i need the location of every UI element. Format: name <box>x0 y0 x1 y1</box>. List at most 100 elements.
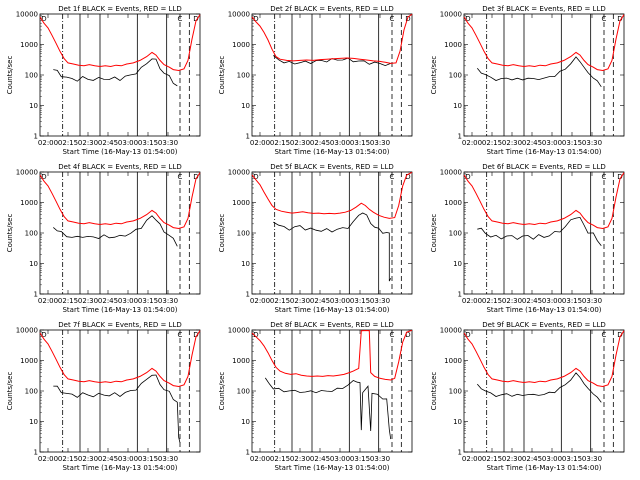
x-tick-label: 03:00 <box>118 139 138 147</box>
x-tick-label: 02:15 <box>58 139 78 147</box>
y-axis-label: Counts/sec <box>218 56 226 95</box>
x-tick-label: 03:30 <box>582 455 602 463</box>
corner-marker: C <box>178 173 183 181</box>
events-series-line <box>53 215 178 247</box>
x-tick-label: 02:15 <box>270 139 290 147</box>
x-tick-label: 03:30 <box>370 139 390 147</box>
corner-marker: D <box>465 331 470 339</box>
x-tick-label: 03:30 <box>582 297 602 305</box>
events-series-line <box>273 212 392 282</box>
chart-panel-2: Det 2f BLACK = Events, RED = LLD 1 10 100 10… <box>218 5 413 156</box>
chart-title: Det 1f BLACK = Events, RED = LLD <box>58 5 181 13</box>
x-axis-label: Start Time (16-May-13 01:54:00) <box>62 306 177 314</box>
y-tick-label: 1 <box>458 291 462 299</box>
x-tick-label: 02:15 <box>482 455 502 463</box>
chart-panel-8: Det 8f BLACK = Events, RED = LLD 1 10 100 10… <box>218 321 413 472</box>
x-tick-label: 03:00 <box>542 297 562 305</box>
corner-marker: D <box>405 15 410 23</box>
x-tick-label: 03:30 <box>370 455 390 463</box>
y-tick-label: 1 <box>34 133 38 141</box>
y-tick-label: 10 <box>241 260 250 268</box>
x-tick-label: 02:15 <box>270 297 290 305</box>
y-tick-label: 1 <box>34 449 38 457</box>
x-tick-label: 02:00 <box>250 455 270 463</box>
y-axis-label: Counts/sec <box>430 372 438 411</box>
corner-marker: D <box>253 173 258 181</box>
y-tick-label: 10000 <box>228 327 250 335</box>
x-axis-label: Start Time (16-May-13 01:54:00) <box>274 464 389 472</box>
corner-marker: D <box>41 173 46 181</box>
y-tick-label: 1 <box>246 133 250 141</box>
x-tick-label: 03:15 <box>138 139 158 147</box>
y-tick-label: 10000 <box>228 11 250 19</box>
corner-marker: D <box>617 15 622 23</box>
y-tick-label: 10000 <box>16 169 38 177</box>
chart-title: Det 9f BLACK = Events, RED = LLD <box>482 321 605 329</box>
x-axis-label: Start Time (16-May-13 01:54:00) <box>486 148 601 156</box>
y-tick-label: 10000 <box>16 327 38 335</box>
chart-title: Det 4f BLACK = Events, RED = LLD <box>58 163 181 171</box>
y-tick-label: 1 <box>246 291 250 299</box>
lld-series-line <box>463 330 625 388</box>
y-axis-label: Counts/sec <box>6 56 14 95</box>
y-axis-label: Counts/sec <box>218 372 226 411</box>
corner-marker: D <box>193 331 198 339</box>
corner-marker: D <box>193 173 198 181</box>
chart-panel-3: Det 3f BLACK = Events, RED = LLD 1 10 100 10… <box>430 5 625 156</box>
y-tick-label: 10000 <box>440 327 462 335</box>
corner-marker: D <box>41 15 46 23</box>
plot-frame <box>251 329 413 453</box>
y-tick-label: 10000 <box>440 11 462 19</box>
x-tick-label: 02:00 <box>38 139 58 147</box>
x-tick-label: 02:45 <box>98 297 118 305</box>
plot-frame <box>463 329 625 453</box>
x-tick-label: 03:00 <box>118 297 138 305</box>
corner-marker: D <box>41 331 46 339</box>
x-tick-label: 02:30 <box>78 297 98 305</box>
y-tick-label: 100 <box>449 72 462 80</box>
x-tick-label: 03:30 <box>582 139 602 147</box>
x-axis-label: Start Time (16-May-13 01:54:00) <box>486 306 601 314</box>
chart-title: Det 2f BLACK = Events, RED = LLD <box>270 5 393 13</box>
y-axis-label: Counts/sec <box>430 56 438 95</box>
x-tick-label: 03:15 <box>138 297 158 305</box>
x-tick-label: 02:30 <box>290 139 310 147</box>
corner-marker: C <box>178 15 183 23</box>
x-tick-label: 02:30 <box>78 139 98 147</box>
y-tick-label: 10000 <box>440 169 462 177</box>
x-tick-label: 02:00 <box>462 139 482 147</box>
y-tick-label: 10 <box>29 260 38 268</box>
corner-marker: C <box>602 15 607 23</box>
lld-series-line <box>463 172 625 230</box>
events-series-line <box>264 377 392 440</box>
plot-frame <box>39 329 201 453</box>
x-axis-label: Start Time (16-May-13 01:54:00) <box>62 464 177 472</box>
x-tick-label: 03:00 <box>542 139 562 147</box>
y-tick-label: 1 <box>34 291 38 299</box>
corner-marker: D <box>617 331 622 339</box>
chart-title: Det 8f BLACK = Events, RED = LLD <box>270 321 393 329</box>
lld-series-line <box>39 172 201 230</box>
x-tick-label: 02:45 <box>98 455 118 463</box>
y-tick-label: 1000 <box>232 41 250 49</box>
x-tick-label: 02:00 <box>38 455 58 463</box>
corner-marker: C <box>390 173 395 181</box>
x-axis-label: Start Time (16-May-13 01:54:00) <box>486 464 601 472</box>
chart-title: Det 7f BLACK = Events, RED = LLD <box>58 321 181 329</box>
x-tick-label: 02:30 <box>502 139 522 147</box>
y-tick-label: 100 <box>25 230 38 238</box>
x-tick-label: 02:45 <box>310 455 330 463</box>
corner-marker: C <box>390 331 395 339</box>
x-tick-label: 02:00 <box>38 297 58 305</box>
y-tick-label: 10 <box>29 418 38 426</box>
corner-marker: C <box>602 173 607 181</box>
events-series-line <box>476 56 602 88</box>
chart-panel-7: Det 7f BLACK = Events, RED = LLD 1 10 100 10… <box>6 321 201 472</box>
lld-series-line <box>251 171 413 219</box>
x-tick-label: 02:30 <box>290 297 310 305</box>
events-series-line <box>476 372 602 403</box>
y-tick-label: 100 <box>237 72 250 80</box>
events-series-line <box>477 216 602 246</box>
x-tick-label: 02:30 <box>78 455 98 463</box>
